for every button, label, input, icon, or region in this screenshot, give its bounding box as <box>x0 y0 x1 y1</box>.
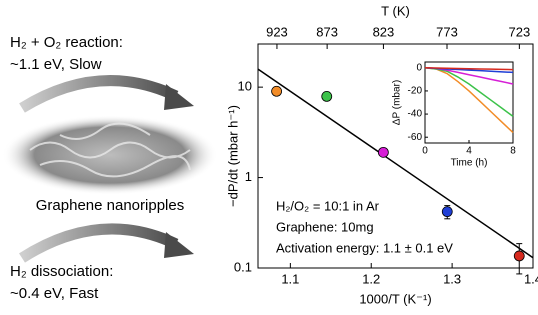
inset-y-tick-label: -20 <box>408 86 423 97</box>
inset-y-label: ΔP (mbar) <box>392 80 403 125</box>
x-tick-label: 1.3 <box>443 271 461 286</box>
y-axis-label: −dP/dt (mbar h⁻¹) <box>225 105 240 207</box>
page: H₂ + O₂ reaction: ~1.1 eV, Slow Graphene… <box>0 0 538 315</box>
x-tick-label: 1.1 <box>281 271 299 286</box>
point <box>514 251 524 261</box>
inset-y-tick-label: -40 <box>408 109 423 120</box>
arrow <box>22 81 176 108</box>
x2-tick-label: 923 <box>266 24 288 39</box>
inset-x-tick-label: 8 <box>510 146 516 157</box>
x-tick-label: 1.2 <box>362 271 380 286</box>
graphene-label: Graphene nanoripples <box>36 197 184 214</box>
y-tick-label: 0.1 <box>234 259 252 274</box>
figure: H₂ + O₂ reaction: ~1.1 eV, Slow Graphene… <box>0 0 538 315</box>
inset-y-tick-label: -60 <box>408 132 423 143</box>
annotation: Activation energy: 1.1 ± 0.1 eV <box>276 240 453 255</box>
inset-x-label: Time (h) <box>451 158 488 169</box>
point <box>272 86 282 96</box>
arrowhead <box>164 84 194 110</box>
point <box>378 147 388 157</box>
bottom-text: ~0.4 eV, Fast <box>10 285 99 302</box>
x2-tick-label: 823 <box>373 24 395 39</box>
inset-y-tick-label: 0 <box>416 62 422 73</box>
arrowhead <box>164 232 194 258</box>
x2-tick-label: 873 <box>316 24 338 39</box>
point <box>322 91 332 101</box>
inset-x-tick-label: 0 <box>422 146 428 157</box>
point <box>442 207 452 217</box>
x2-tick-label: 723 <box>509 24 531 39</box>
bottom-text: H₂ dissociation: <box>10 263 113 280</box>
top-text: ~1.1 eV, Slow <box>10 56 102 73</box>
y-tick-label: 10 <box>238 79 252 94</box>
x-axis-label: 1000/T (K⁻¹) <box>359 291 431 306</box>
annotation: Graphene: 10mg <box>276 219 374 234</box>
x2-tick-label: 773 <box>436 24 458 39</box>
inset-x-tick-label: 4 <box>466 146 472 157</box>
top-text: H₂ + O₂ reaction: <box>10 34 123 51</box>
arrow <box>22 229 176 258</box>
annotation: H₂/O₂ = 10:1 in Ar <box>276 198 380 213</box>
y-tick-label: 1 <box>245 169 252 184</box>
x2-axis-label: T (K) <box>381 3 410 18</box>
x-tick-label: 1.4 <box>524 271 538 286</box>
graphene-image <box>2 115 218 195</box>
